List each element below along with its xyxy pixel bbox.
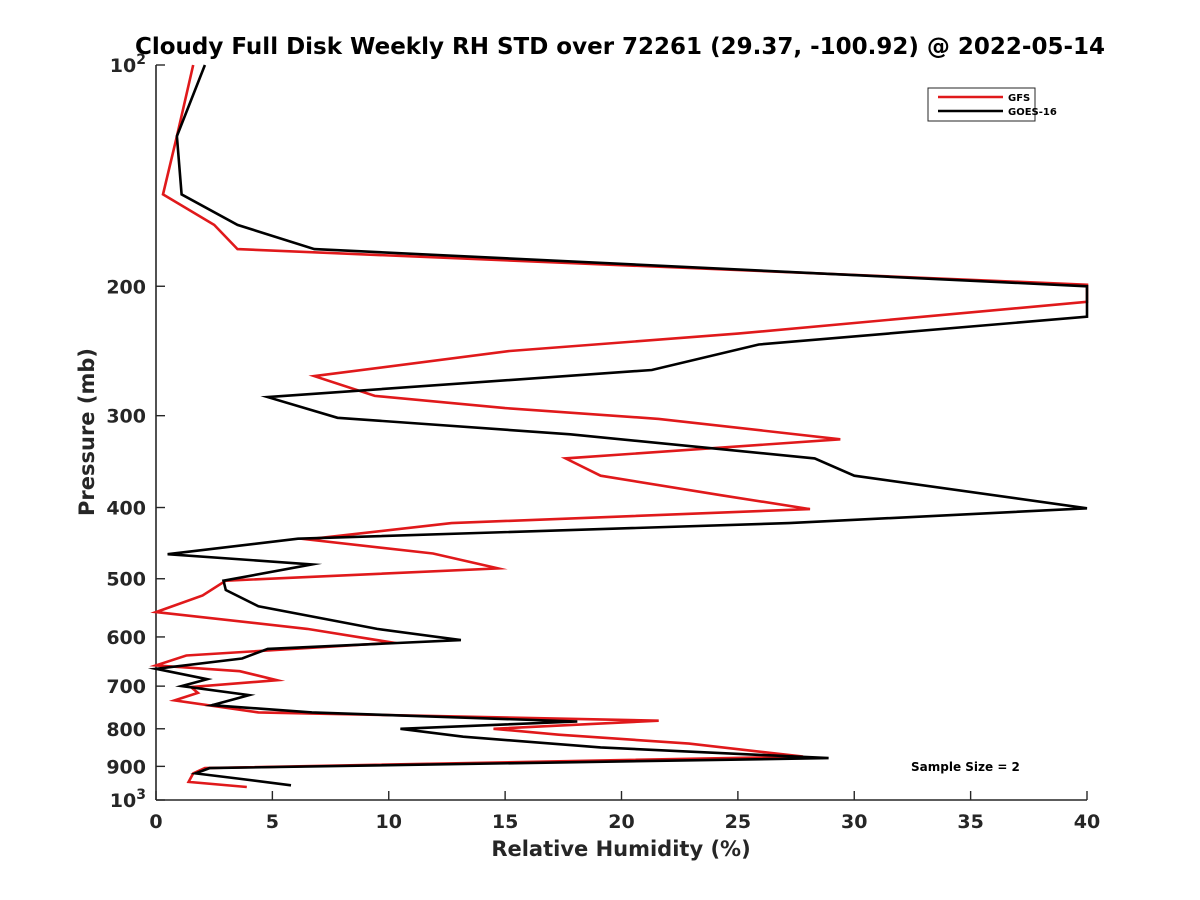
legend: GFS GOES-16	[927, 87, 1057, 122]
y-tick-label: 103	[110, 787, 146, 812]
x-tick-label: 25	[725, 811, 751, 833]
x-tick-label: 10	[376, 811, 402, 833]
y-tick-label: 700	[106, 676, 146, 698]
x-tick-label: 30	[841, 811, 867, 833]
y-tick-label: 600	[106, 627, 146, 649]
series-line-goes16	[147, 64, 1089, 787]
x-tick-label: 35	[957, 811, 983, 833]
x-tick-label: 15	[492, 811, 518, 833]
y-tick-label: 400	[106, 498, 146, 520]
series-line-gfs	[149, 64, 1089, 789]
sample-size-annotation: Sample Size = 2	[911, 760, 1020, 774]
y-tick-label: 800	[106, 719, 146, 741]
y-tick-label: 102	[110, 52, 146, 77]
x-ticks: 0 5 10 15 20 25 30 35 40	[149, 791, 1100, 833]
y-tick-label: 200	[106, 276, 146, 298]
x-tick-label: 20	[608, 811, 634, 833]
y-tick-label: 500	[106, 569, 146, 591]
x-tick-label: 5	[266, 811, 279, 833]
legend-box	[927, 87, 1036, 122]
legend-label-goes16: GOES-16	[1008, 107, 1057, 118]
y-axis-label: Pressure (mb)	[75, 348, 99, 516]
y-ticks: 102 200 300 400 500 600 700 800 900 103	[106, 52, 165, 812]
x-tick-label: 0	[149, 811, 162, 833]
legend-label-gfs: GFS	[1008, 93, 1030, 104]
y-tick-label: 300	[106, 406, 146, 428]
x-axis-label: Relative Humidity (%)	[491, 837, 750, 861]
x-tick-label: 40	[1074, 811, 1100, 833]
y-tick-label: 900	[106, 756, 146, 778]
chart-title: Cloudy Full Disk Weekly RH STD over 7226…	[135, 34, 1105, 60]
plot-axes: 0 5 10 15 20 25 30 35 40 102 200 300 400 500 600 700 80…	[106, 52, 1100, 833]
series-lines	[147, 64, 1089, 789]
